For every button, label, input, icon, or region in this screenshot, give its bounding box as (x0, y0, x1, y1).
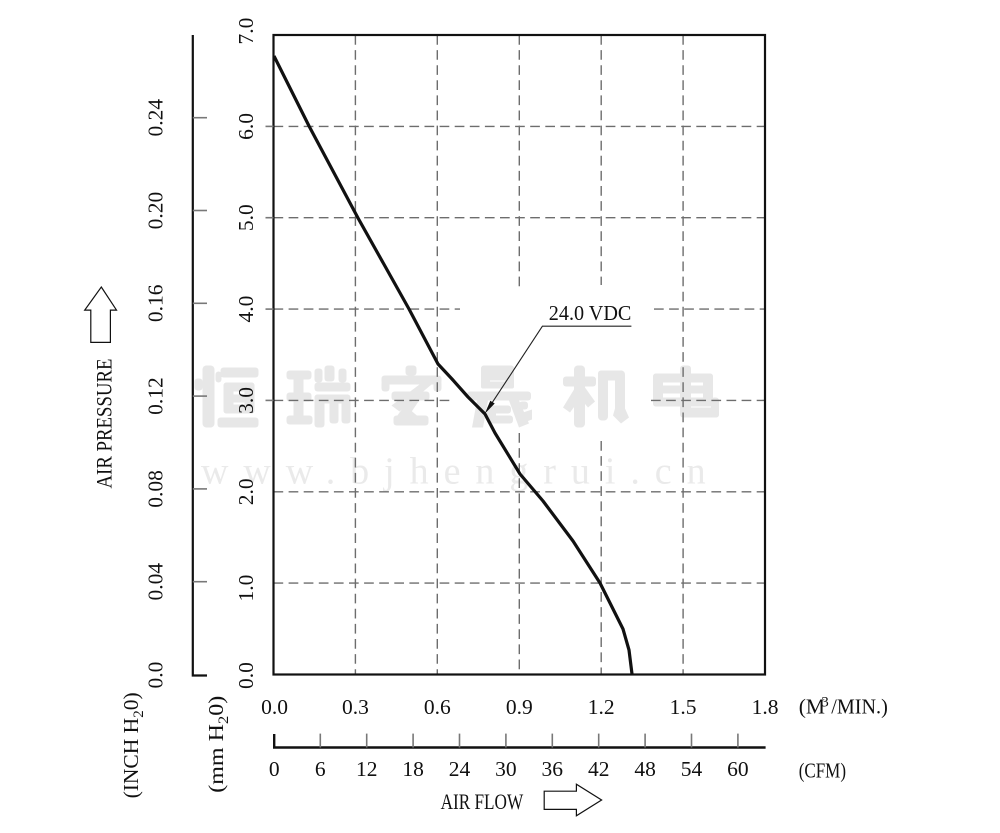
svg-text:0.12: 0.12 (144, 377, 168, 415)
svg-text:0.08: 0.08 (144, 470, 168, 508)
svg-text:(INCH H20): (INCH H20) (119, 692, 147, 798)
svg-text:1.5: 1.5 (670, 695, 697, 719)
svg-text:0.24: 0.24 (144, 99, 168, 137)
svg-text:60: 60 (727, 757, 749, 781)
svg-text:12: 12 (356, 757, 378, 781)
svg-text:6: 6 (315, 757, 326, 781)
svg-text:18: 18 (402, 757, 424, 781)
svg-text:1.8: 1.8 (752, 695, 779, 719)
svg-text:www.bjhengrui.cn: www.bjhengrui.cn (201, 451, 721, 493)
svg-text:24: 24 (449, 757, 471, 781)
svg-text:0.16: 0.16 (144, 284, 168, 322)
svg-text:(M: (M (799, 695, 825, 719)
svg-text:42: 42 (588, 757, 610, 781)
svg-text:36: 36 (542, 757, 564, 781)
svg-text:0.6: 0.6 (424, 695, 451, 719)
svg-text:0.0: 0.0 (234, 662, 258, 689)
svg-text:0.20: 0.20 (144, 192, 168, 230)
svg-text:0.0: 0.0 (144, 662, 168, 689)
svg-text:48: 48 (634, 757, 656, 781)
svg-text:/MIN.): /MIN.) (831, 695, 888, 719)
svg-text:54: 54 (681, 757, 703, 781)
svg-text:AIR PRESSURE: AIR PRESSURE (91, 359, 116, 489)
svg-text:0.0: 0.0 (261, 695, 288, 719)
svg-text:1.0: 1.0 (234, 575, 258, 602)
svg-text:5.0: 5.0 (234, 204, 258, 231)
svg-text:30: 30 (495, 757, 517, 781)
svg-text:3.0: 3.0 (234, 387, 258, 414)
svg-text:AIR FLOW: AIR FLOW (441, 789, 524, 814)
svg-text:(CFM): (CFM) (799, 759, 846, 783)
svg-text:0.3: 0.3 (342, 695, 369, 719)
svg-text:7.0: 7.0 (234, 18, 258, 45)
svg-text:0.04: 0.04 (144, 563, 168, 601)
svg-text:6.0: 6.0 (234, 113, 258, 140)
svg-text:0: 0 (269, 757, 280, 781)
svg-text:24.0 VDC: 24.0 VDC (549, 301, 632, 325)
svg-text:(mm H20): (mm H20) (204, 696, 232, 793)
svg-text:2.0: 2.0 (234, 478, 258, 505)
svg-text:4.0: 4.0 (234, 296, 258, 323)
svg-text:0.9: 0.9 (506, 695, 533, 719)
svg-text:1.2: 1.2 (588, 695, 615, 719)
svg-text:3: 3 (821, 695, 829, 711)
